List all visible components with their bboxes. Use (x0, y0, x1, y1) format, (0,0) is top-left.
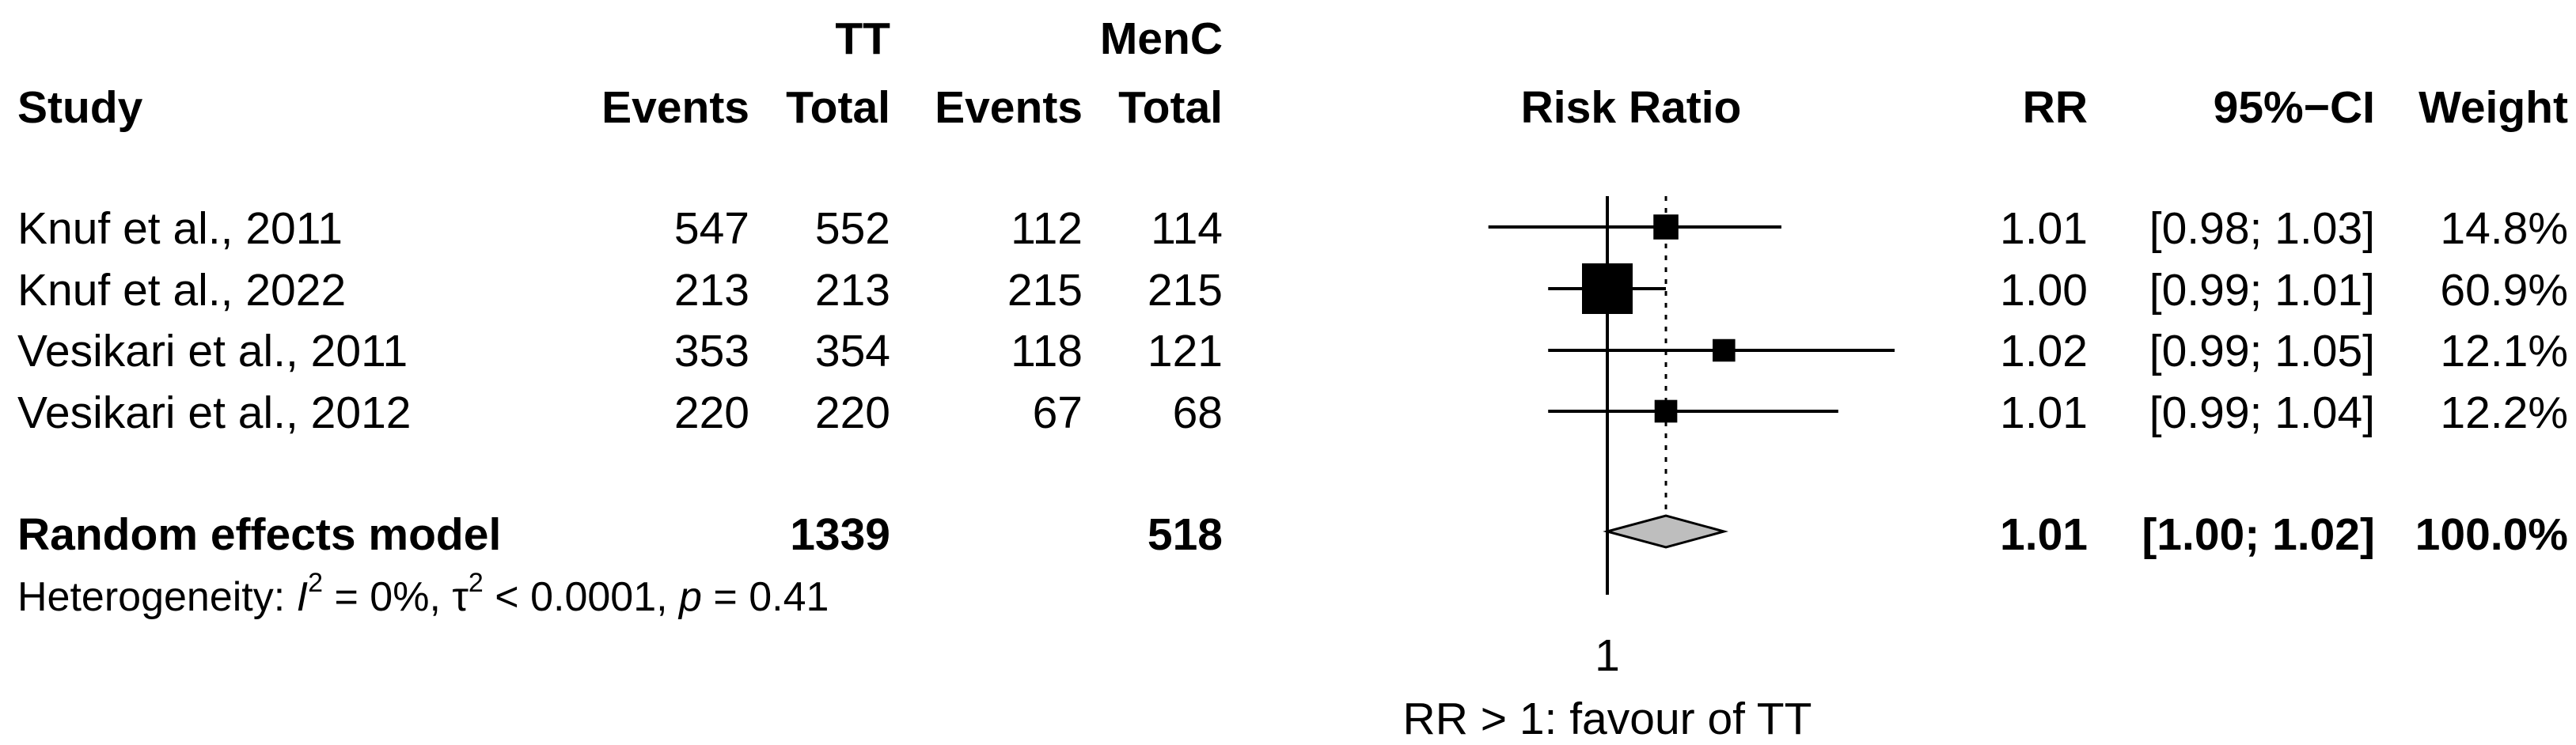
pooled-rr: 1.01 (2000, 509, 2088, 560)
study-row-3: Vesikari et al., 2011 353 354 118 121 1.… (17, 326, 2568, 376)
heterogeneity-text: Heterogeneity: I2 = 0%, τ2 < 0.0001, p =… (17, 568, 829, 620)
tt-total: 213 (815, 265, 890, 316)
menc-total: 215 (1148, 265, 1223, 316)
study-marker-3 (1713, 338, 1736, 362)
menc-total: 114 (1151, 203, 1223, 254)
i2-symbol: I (297, 574, 308, 620)
header-study: Study (17, 82, 143, 133)
pooled-row: Random effects model 1339 518 1.01 [1.00… (17, 509, 2568, 560)
header-group-tt: TT (835, 13, 890, 64)
study-name: Vesikari et al., 2012 (17, 388, 411, 438)
rr-value: 1.00 (2000, 265, 2088, 316)
study-row-4: Vesikari et al., 2012 220 220 67 68 1.01… (17, 388, 2568, 438)
x-axis-label: RR > 1: favour of TT (1403, 694, 1812, 744)
tt-events: 220 (674, 388, 749, 438)
header-total-menc: Total (1118, 82, 1223, 133)
study-row-1: Knuf et al., 2011 547 552 112 114 1.01 [… (17, 203, 2568, 254)
pooled-diamond (1603, 514, 1729, 549)
menc-events: 112 (1011, 203, 1083, 254)
ci-value: [0.98; 1.03] (2149, 203, 2375, 254)
menc-total: 121 (1148, 326, 1223, 376)
p-value: = 0.41 (702, 574, 829, 620)
i2-value: = 0%, (323, 574, 452, 620)
ci-value: [0.99; 1.01] (2149, 265, 2375, 316)
header-ci: 95%−CI (2214, 82, 2375, 133)
i2-sup: 2 (308, 568, 323, 598)
weight-value: 14.8% (2440, 203, 2568, 254)
study-name: Vesikari et al., 2011 (17, 326, 408, 376)
tau2-sup: 2 (469, 568, 484, 598)
tt-total: 354 (815, 326, 890, 376)
menc-events: 215 (1007, 265, 1083, 316)
tt-events: 353 (674, 326, 749, 376)
header-events-tt: Events (601, 82, 749, 133)
pooled-tt-total: 1339 (790, 509, 890, 560)
tau2-value: < 0.0001, (484, 574, 679, 620)
weight-value: 12.2% (2440, 388, 2568, 438)
study-marker-2 (1582, 263, 1633, 314)
pooled-weight: 100.0% (2415, 509, 2568, 560)
ci-value: [0.99; 1.05] (2149, 326, 2375, 376)
study-marker-4 (1654, 399, 1678, 423)
rr-value: 1.02 (2000, 326, 2088, 376)
menc-total: 68 (1173, 388, 1223, 438)
menc-events: 67 (1033, 388, 1083, 438)
header-group-menc: MenC (1100, 13, 1223, 64)
study-marker-1 (1653, 214, 1679, 240)
study-name: Knuf et al., 2011 (17, 203, 343, 254)
rr-value: 1.01 (2000, 388, 2088, 438)
header-total-tt: Total (786, 82, 890, 133)
tt-total: 220 (815, 388, 890, 438)
rr-value: 1.01 (2000, 203, 2088, 254)
pooled-menc-total: 518 (1148, 509, 1223, 560)
tt-total: 552 (815, 203, 890, 254)
weight-value: 12.1% (2440, 326, 2568, 376)
header-events-menc: Events (935, 82, 1083, 133)
menc-events: 118 (1011, 326, 1083, 376)
study-row-2: Knuf et al., 2022 213 213 215 215 1.00 [… (17, 265, 2568, 316)
header-risk-ratio: Risk Ratio (1521, 82, 1742, 133)
heterogeneity-prefix: Heterogeneity: (17, 574, 297, 620)
tt-events: 213 (674, 265, 749, 316)
tau2-symbol: τ (452, 574, 469, 620)
pooled-label: Random effects model (17, 509, 501, 560)
study-name: Knuf et al., 2022 (17, 265, 346, 316)
weight-value: 60.9% (2440, 265, 2568, 316)
pooled-ci: [1.00; 1.02] (2142, 509, 2375, 560)
header-weight: Weight (2419, 82, 2568, 133)
x-tick-label: 1 (1595, 630, 1620, 681)
p-symbol: p (677, 574, 702, 620)
ci-value: [0.99; 1.04] (2149, 388, 2375, 438)
header-rr: RR (2023, 82, 2088, 133)
tt-events: 547 (674, 203, 749, 254)
